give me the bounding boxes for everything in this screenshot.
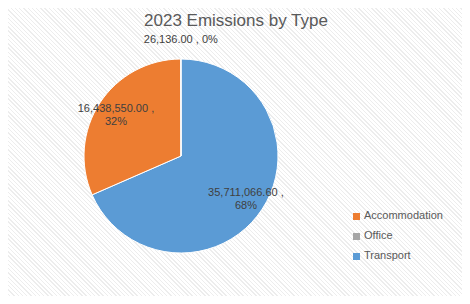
svg-text:35,711,066.60 ,68%: 35,711,066.60 ,68%: [208, 186, 284, 211]
html-text:Accommodation: Accommodation: [364, 209, 443, 221]
svg-text:16,438,550.00 ,32%: 16,438,550.00 ,32%: [78, 102, 154, 127]
html-text:2023 Emissions by Type: 2023 Emissions by Type: [144, 11, 328, 30]
svg-text:26,136.00 , 0%: 26,136.00 , 0%: [144, 33, 218, 45]
html-text:Office: Office: [364, 229, 393, 241]
html-text:Transport: Transport: [364, 249, 411, 261]
